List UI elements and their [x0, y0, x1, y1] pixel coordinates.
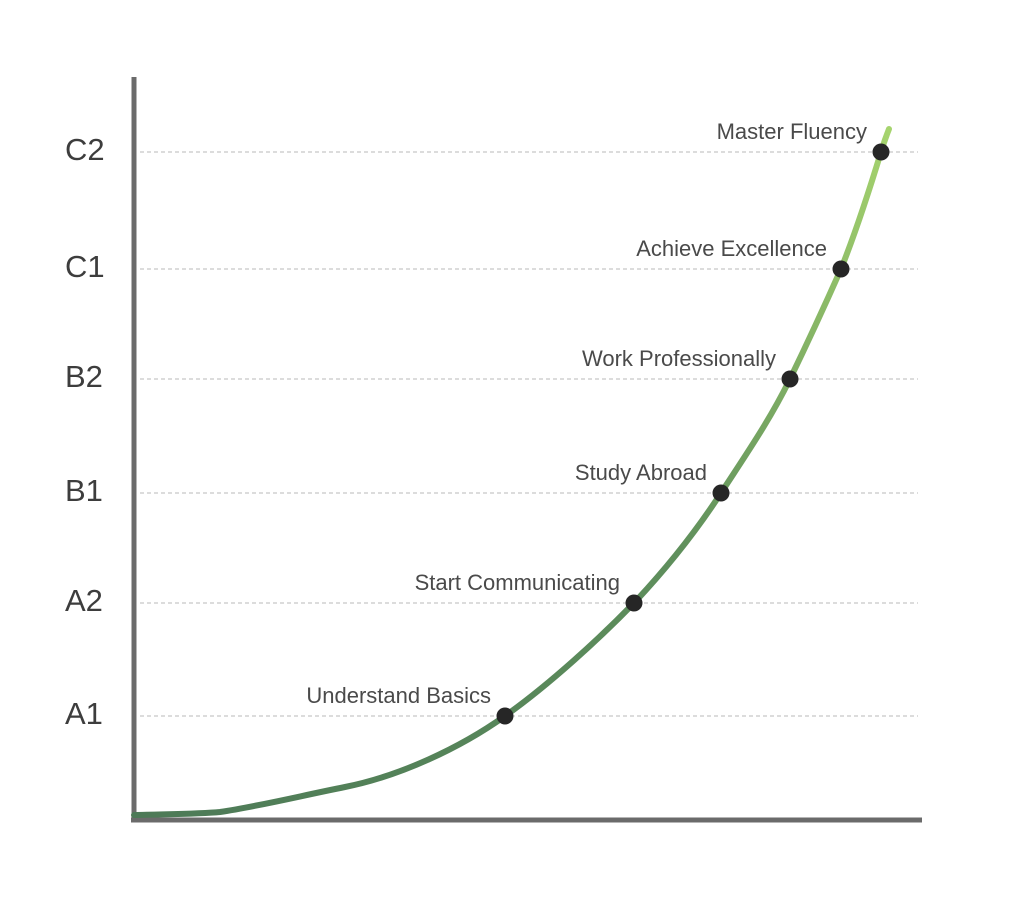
y-tick-label-b1: B1: [65, 473, 103, 508]
milestone-label-study-abroad: Study Abroad: [575, 460, 707, 485]
milestone-label-master-fluency: Master Fluency: [717, 119, 867, 144]
y-tick-label-b2: B2: [65, 359, 103, 394]
milestone-point-start-communicating: [625, 594, 643, 612]
milestone-label-understand-basics: Understand Basics: [306, 683, 491, 708]
proficiency-curve: [131, 126, 892, 818]
milestone-points: [496, 143, 890, 725]
grid-lines: [140, 151, 918, 717]
milestone-point-study-abroad: [712, 484, 730, 502]
milestone-label-work-professionally: Work Professionally: [582, 346, 776, 371]
milestone-point-master-fluency: [872, 143, 890, 161]
milestone-labels: Understand Basics Start Communicating Stud…: [306, 119, 867, 708]
milestone-label-start-communicating: Start Communicating: [415, 570, 620, 595]
milestone-point-work-professionally: [781, 370, 799, 388]
milestone-point-achieve-excellence: [832, 260, 850, 278]
y-tick-label-c1: C1: [65, 249, 105, 284]
y-tick-label-a1: A1: [65, 696, 103, 731]
y-tick-label-a2: A2: [65, 583, 103, 618]
milestone-label-achieve-excellence: Achieve Excellence: [636, 236, 827, 261]
milestone-point-understand-basics: [496, 707, 514, 725]
y-tick-label-c2: C2: [65, 132, 105, 167]
y-tick-labels: A1 A2 B1 B2 C1 C2: [65, 132, 105, 731]
axes: [131, 77, 922, 823]
